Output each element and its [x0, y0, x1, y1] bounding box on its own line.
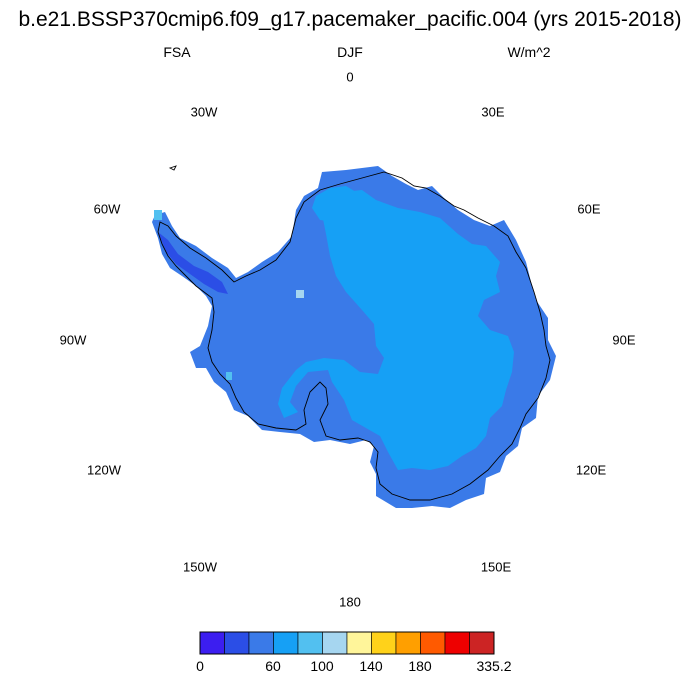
- lon-label-60e: 60E: [577, 201, 601, 217]
- lon-label-120e: 120E: [575, 462, 607, 478]
- field-label: FSA: [163, 44, 191, 60]
- colorbar-tick-label: 0: [196, 658, 204, 674]
- colorbar-swatch: [469, 631, 495, 655]
- lon-label-150w: 150W: [183, 559, 217, 575]
- colorbar-frame: [199, 631, 495, 655]
- island-outline: [168, 165, 177, 171]
- colorbar-tick-label: 100: [310, 658, 334, 674]
- lon-label-150e: 150E: [480, 559, 512, 575]
- light-patch-2: [154, 210, 162, 220]
- colorbar-swatch: [395, 631, 421, 655]
- lon-label-30w: 30W: [190, 104, 218, 120]
- lon-label-60w: 60W: [93, 201, 121, 217]
- colorbar-tick-label: 180: [408, 658, 432, 674]
- east-plateau-patch: [312, 186, 356, 222]
- colorbar-tick-label: 60: [265, 658, 281, 674]
- east-antarctica-region: [278, 190, 514, 470]
- peninsula-low-albedo: [158, 232, 228, 294]
- units-label: W/m^2: [507, 44, 551, 60]
- light-patch-1: [296, 290, 304, 298]
- lon-label-30e: 30E: [481, 104, 505, 120]
- colorbar-swatch: [371, 631, 397, 655]
- season-label: DJF: [337, 44, 363, 60]
- plot-title: b.e21.BSSP370cmip6.f09_g17.pacemaker_pac…: [18, 8, 682, 31]
- coastline: [157, 171, 551, 501]
- colorbar-swatch: [224, 631, 250, 655]
- colorbar-tick-label: 140: [359, 658, 383, 674]
- colorbar-swatch: [248, 631, 274, 655]
- colorbar-swatch: [273, 631, 299, 655]
- colorbar-swatch: [420, 631, 446, 655]
- lon-label-120w: 120W: [87, 462, 121, 478]
- colorbar-swatch: [322, 631, 348, 655]
- colorbar-swatch: [346, 631, 372, 655]
- light-patch-3: [226, 372, 232, 380]
- colorbar-tick-label: 335.2: [476, 658, 512, 674]
- colorbar-swatch: [444, 631, 470, 655]
- lon-label-0: 0: [346, 69, 354, 85]
- colorbar-swatch: [297, 631, 323, 655]
- lon-label-90e: 90E: [612, 332, 636, 348]
- lon-label-180: 180: [339, 594, 361, 610]
- colorbar-swatch: [199, 631, 225, 655]
- lon-label-90w: 90W: [59, 332, 87, 348]
